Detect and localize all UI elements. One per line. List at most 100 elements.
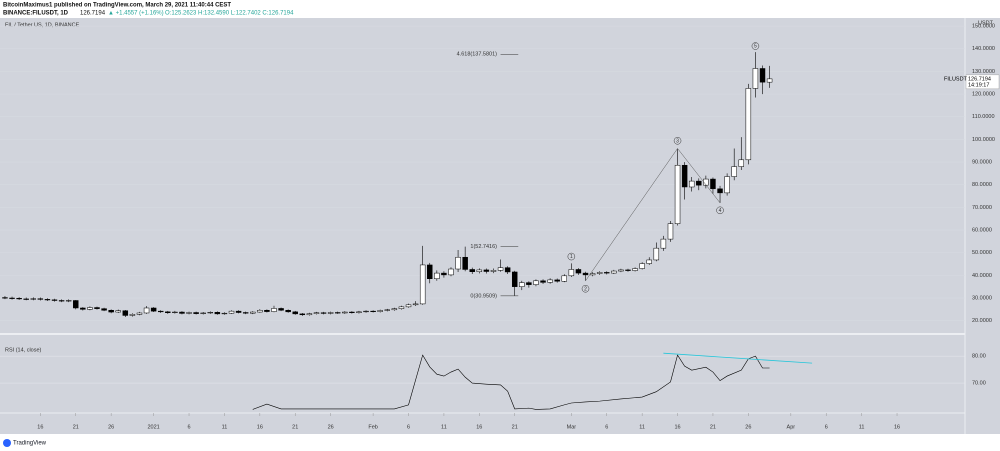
- x-tick-label: 16: [674, 424, 680, 430]
- candle-body: [87, 307, 93, 310]
- price-change: ▲ +1.4557 (+1.16%): [108, 11, 164, 17]
- candle-body: [327, 312, 334, 314]
- candle-body: [703, 178, 709, 186]
- candle-body: [724, 176, 730, 194]
- candle-body: [257, 309, 263, 313]
- y-tick-label: 120.0000: [972, 92, 995, 98]
- candle-body: [759, 68, 766, 83]
- divergence-line: [663, 352, 813, 364]
- candle-body: [51, 299, 58, 301]
- candle-body: [271, 308, 277, 312]
- candle-body: [214, 312, 221, 315]
- candle-body: [334, 312, 341, 314]
- candle-body: [278, 308, 284, 311]
- x-tick-label: 6: [605, 424, 608, 430]
- y-tick-label: 110.0000: [972, 114, 995, 120]
- fib-label: 0(30.9509): [470, 293, 497, 299]
- candle-body: [80, 307, 86, 310]
- y-tick-label: 20.0000: [972, 318, 992, 324]
- candle-body: [688, 180, 695, 188]
- candle-body: [674, 164, 681, 224]
- candle-body: [412, 303, 419, 306]
- candle-body: [313, 312, 320, 314]
- candle-body: [554, 279, 560, 282]
- y-tick-label: 30.0000: [972, 295, 992, 301]
- y-tick-label: 80.00: [972, 354, 986, 360]
- candle-body: [65, 300, 72, 302]
- x-tick-label: 16: [476, 424, 482, 430]
- candle-body: [434, 272, 440, 280]
- wave-label: 4: [719, 208, 722, 214]
- candle-body: [391, 308, 398, 311]
- candle-body: [455, 256, 461, 270]
- y-tick-label: 140.0000: [972, 46, 995, 52]
- wave-label: 5: [754, 44, 757, 50]
- candle-body: [320, 312, 327, 314]
- candle-body: [483, 269, 490, 272]
- candle-body: [681, 164, 688, 188]
- candle-body: [504, 267, 511, 273]
- candle-body: [589, 273, 596, 276]
- x-tick-label: 6: [188, 424, 191, 430]
- candle-body: [526, 282, 532, 285]
- publisher: BitcoinMaximus1 published on TradingView…: [3, 3, 231, 9]
- symbol: BINANCE:FILUSDT, 1D: [3, 11, 69, 17]
- candle-body: [200, 312, 206, 314]
- candle-body: [575, 269, 582, 274]
- candle-body: [250, 311, 256, 314]
- candle-body: [16, 297, 22, 300]
- x-tick-label: 26: [745, 424, 751, 430]
- candle-body: [490, 270, 497, 272]
- candle-body: [405, 304, 412, 308]
- candle-body: [242, 312, 249, 314]
- y-tick-label: 50.0000: [972, 250, 992, 256]
- rsi-line: [252, 354, 770, 410]
- candle-body: [696, 180, 702, 186]
- wave-label: 3: [676, 138, 679, 144]
- candle-body: [646, 259, 652, 264]
- candle-body: [129, 314, 136, 316]
- candle-body: [9, 297, 15, 299]
- wave-marker: [716, 206, 724, 215]
- candle-body: [150, 307, 157, 312]
- y-tick-label: 70.0000: [972, 205, 992, 211]
- candle-body: [264, 309, 270, 312]
- candle-body: [58, 300, 65, 302]
- candle-body: [165, 311, 171, 313]
- candle-body: [469, 269, 475, 272]
- x-tick-label: 26: [108, 424, 114, 430]
- x-tick-label: 11: [222, 424, 228, 430]
- candle-body: [384, 309, 391, 311]
- candle-body: [356, 311, 362, 313]
- x-tick-label: 2021: [148, 424, 160, 430]
- candle-body: [30, 298, 37, 300]
- wave-line: [585, 148, 721, 281]
- x-tick-label: 21: [710, 424, 716, 430]
- candle-body: [108, 309, 114, 313]
- candle-body: [44, 299, 51, 301]
- header-bar: [0, 0, 1000, 18]
- fib-label: 4.618(137.5801): [457, 52, 498, 58]
- y-tick-label: 40.0000: [972, 273, 992, 279]
- candle-body: [207, 312, 214, 314]
- candle-body: [37, 298, 44, 300]
- candle-body: [349, 311, 355, 313]
- wave-marker: [567, 252, 576, 261]
- wave-label: 1: [570, 254, 573, 260]
- candle-body: [427, 264, 433, 280]
- x-tick-label: 21: [512, 424, 518, 430]
- wave-marker: [751, 42, 760, 50]
- y-tick-label: 60.0000: [972, 227, 992, 233]
- candle-body: [363, 310, 369, 313]
- candle-body: [596, 272, 603, 274]
- candle-body: [582, 272, 589, 276]
- price-tag-box: [965, 74, 1000, 90]
- candle-body: [143, 307, 150, 314]
- ohlc: O:125.2623 H:132.4590 L:122.7402 C:126.7…: [165, 11, 294, 17]
- brand: TradingView: [13, 441, 47, 447]
- candle-body: [561, 275, 568, 282]
- candle-body: [540, 280, 546, 283]
- price-tag-countdown: 14:19:17: [968, 82, 989, 88]
- rsi-title: RSI (14, close): [5, 347, 42, 353]
